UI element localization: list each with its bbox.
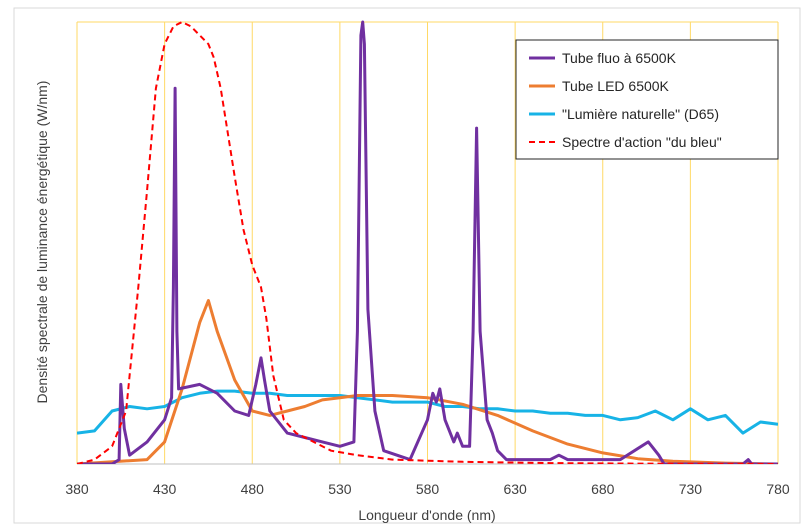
x-tick-label-580: 580 — [416, 481, 440, 497]
x-axis-title: Longueur d'onde (nm) — [358, 507, 495, 523]
x-tick-label-430: 430 — [153, 481, 177, 497]
legend-box — [515, 39, 779, 160]
x-tick-label-380: 380 — [65, 481, 89, 497]
chart-area-border — [13, 7, 801, 524]
plot-series — [77, 20, 778, 464]
x-tick-label-680: 680 — [591, 481, 615, 497]
x-tick-label-780: 780 — [766, 481, 790, 497]
legend-label-0: Tube fluo à 6500K — [562, 50, 677, 66]
y-axis-title: Densité spectrale de luminance énergétiq… — [34, 81, 50, 404]
x-tick-label-530: 530 — [328, 481, 352, 497]
x-tick-label-480: 480 — [241, 481, 265, 497]
series-line-3 — [77, 21, 778, 464]
x-tick-label-730: 730 — [679, 481, 703, 497]
x-tick-label-630: 630 — [503, 481, 527, 497]
x-tick-labels: 380 430 480 530 580 630 680 730 780 — [65, 481, 790, 497]
legend-label-1: Tube LED 6500K — [562, 78, 670, 94]
series-line-0 — [77, 20, 778, 464]
series-line-2 — [77, 389, 778, 435]
legend-label-3: Spectre d'action "du bleu" — [562, 134, 722, 150]
legend-label-2: "Lumière naturelle" (D65) — [562, 106, 719, 122]
legend: Tube fluo à 6500K Tube LED 6500K "Lumière … — [515, 39, 779, 160]
series-line-1 — [77, 299, 778, 464]
